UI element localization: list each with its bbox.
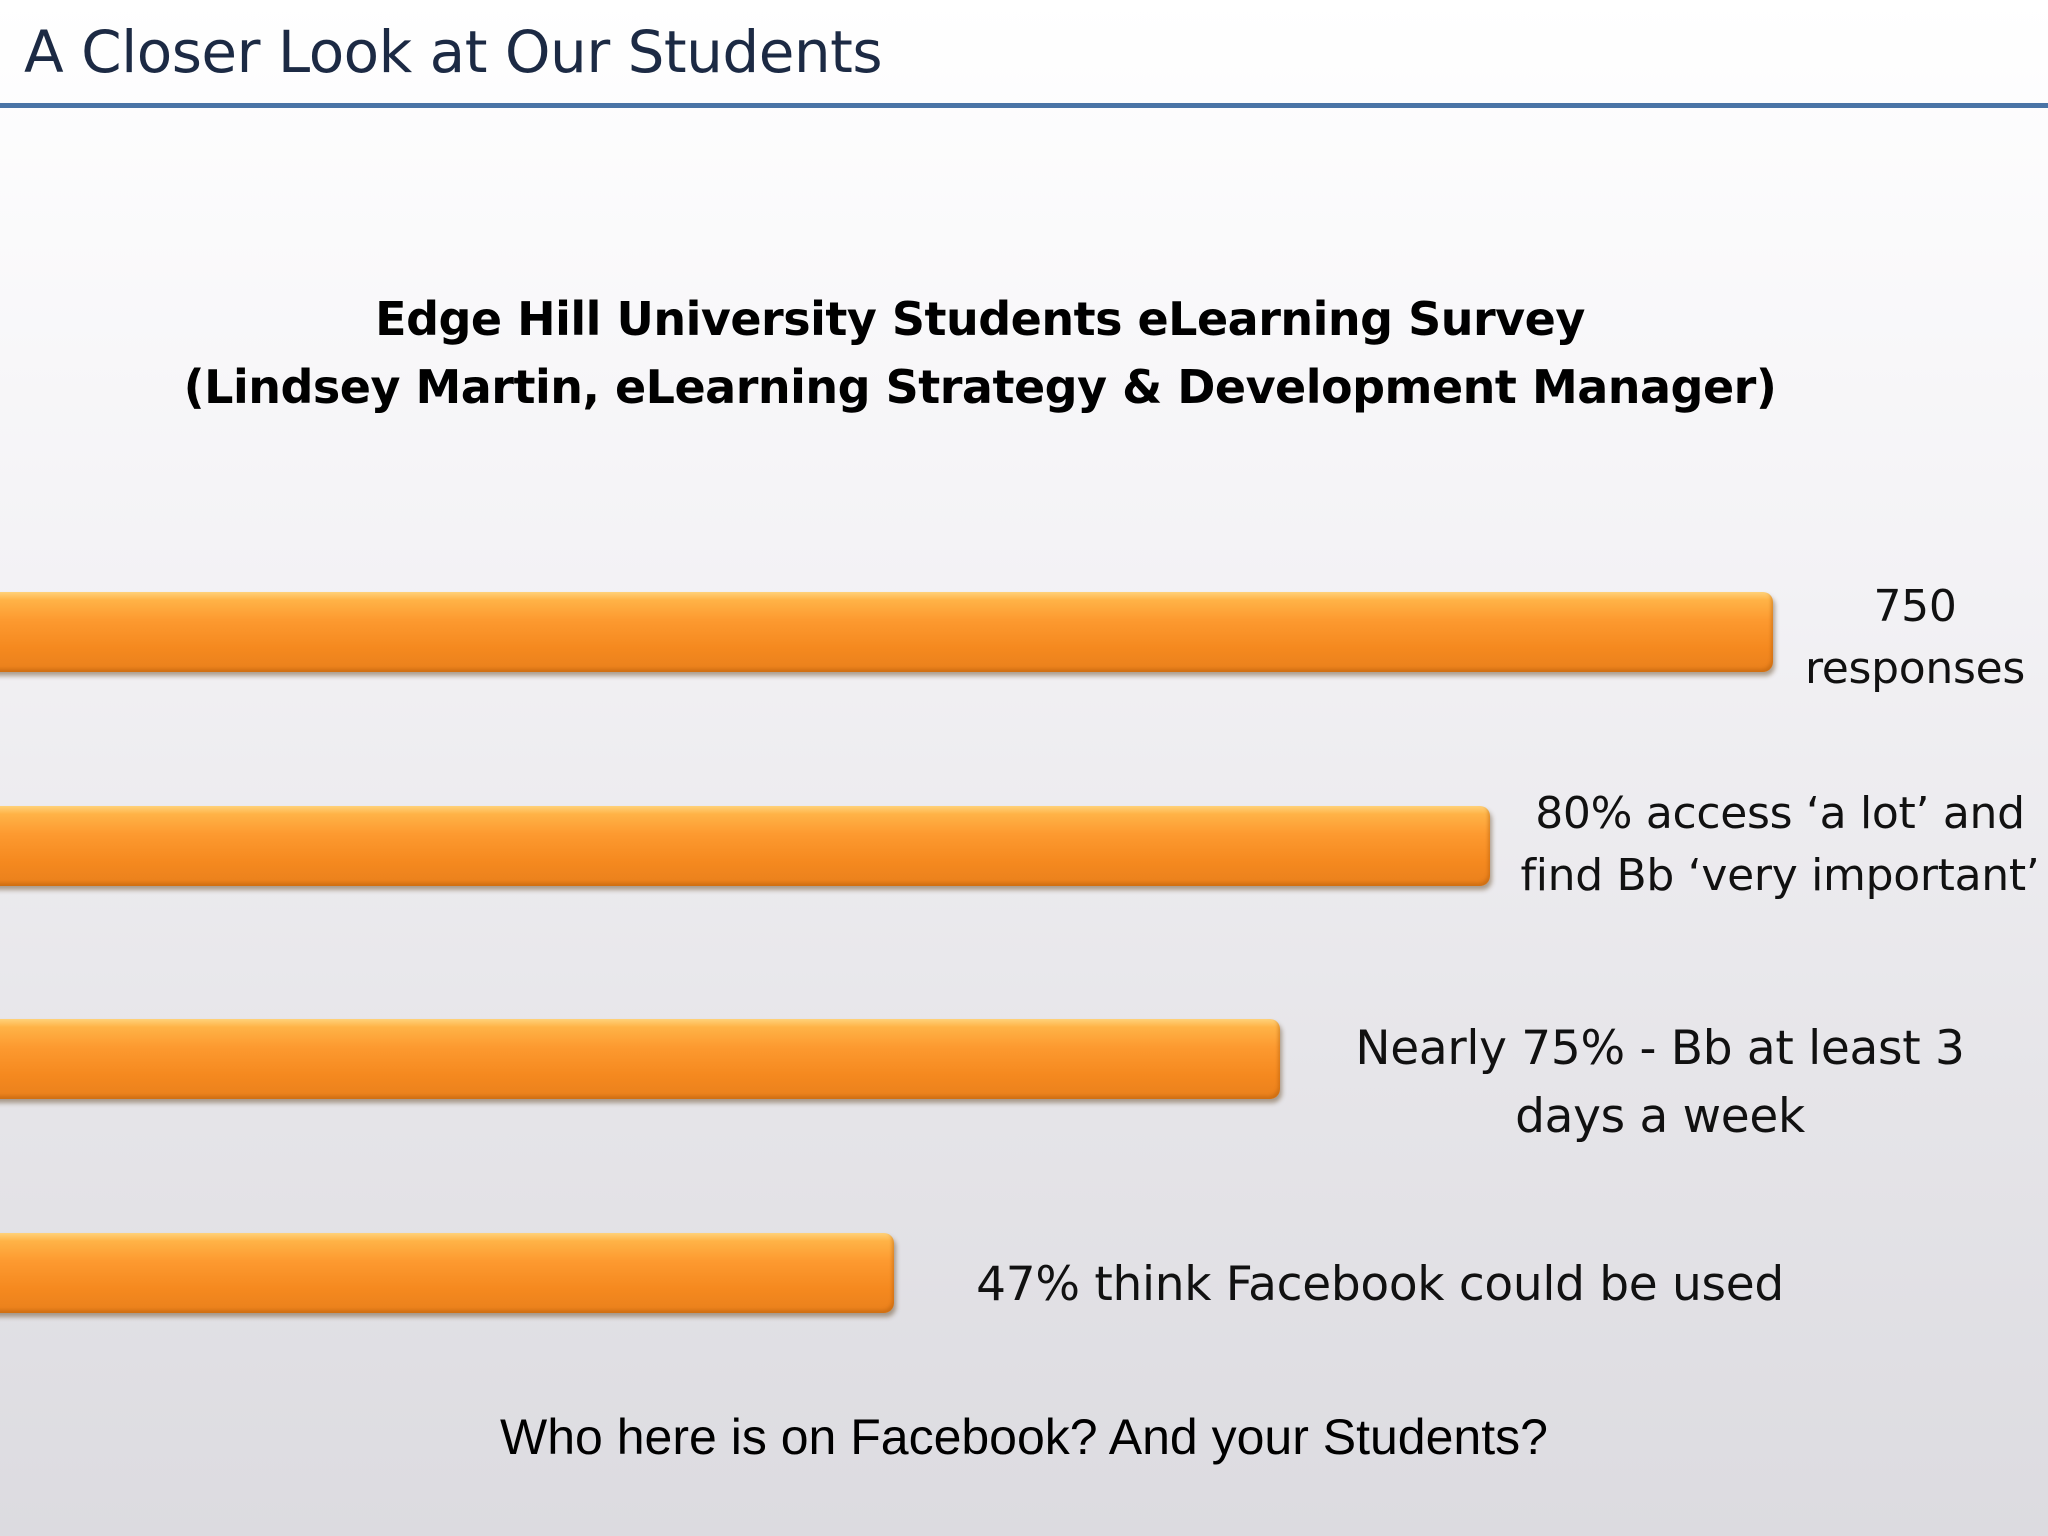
- slide-title: A Closer Look at Our Students: [24, 18, 883, 86]
- bar-label-three-days-week: Nearly 75% - Bb at least 3 days a week: [1340, 1015, 1980, 1151]
- bar-facebook: [0, 1233, 894, 1313]
- survey-heading-line1: Edge Hill University Students eLearning …: [375, 292, 1585, 346]
- title-divider: [0, 103, 2048, 108]
- bar-three-days-week: [0, 1019, 1280, 1099]
- bar-responses: [0, 592, 1773, 672]
- bar-access-a-lot: [0, 806, 1490, 886]
- bar-label-line: 80% access ‘a lot’ and: [1535, 788, 2025, 839]
- bar-label-line: days a week: [1515, 1089, 1805, 1144]
- bar-label-line: 47% think Facebook could be used: [976, 1257, 1784, 1312]
- survey-heading-line2: (Lindsey Martin, eLearning Strategy & De…: [183, 360, 1777, 414]
- bar-label-responses: 750 responses: [1800, 576, 2030, 700]
- bar-label-facebook: 47% think Facebook could be used: [960, 1254, 1800, 1316]
- bar-label-access-a-lot: 80% access ‘a lot’ and find Bb ‘very imp…: [1520, 783, 2040, 907]
- bar-label-line: Nearly 75% - Bb at least 3: [1355, 1021, 1965, 1076]
- bar-label-line: responses: [1804, 643, 2026, 694]
- bar-label-line: 750: [1873, 581, 1957, 632]
- footer-question: Who here is on Facebook? And your Studen…: [500, 1409, 1548, 1465]
- bar-label-line: find Bb ‘very important’: [1520, 850, 2040, 901]
